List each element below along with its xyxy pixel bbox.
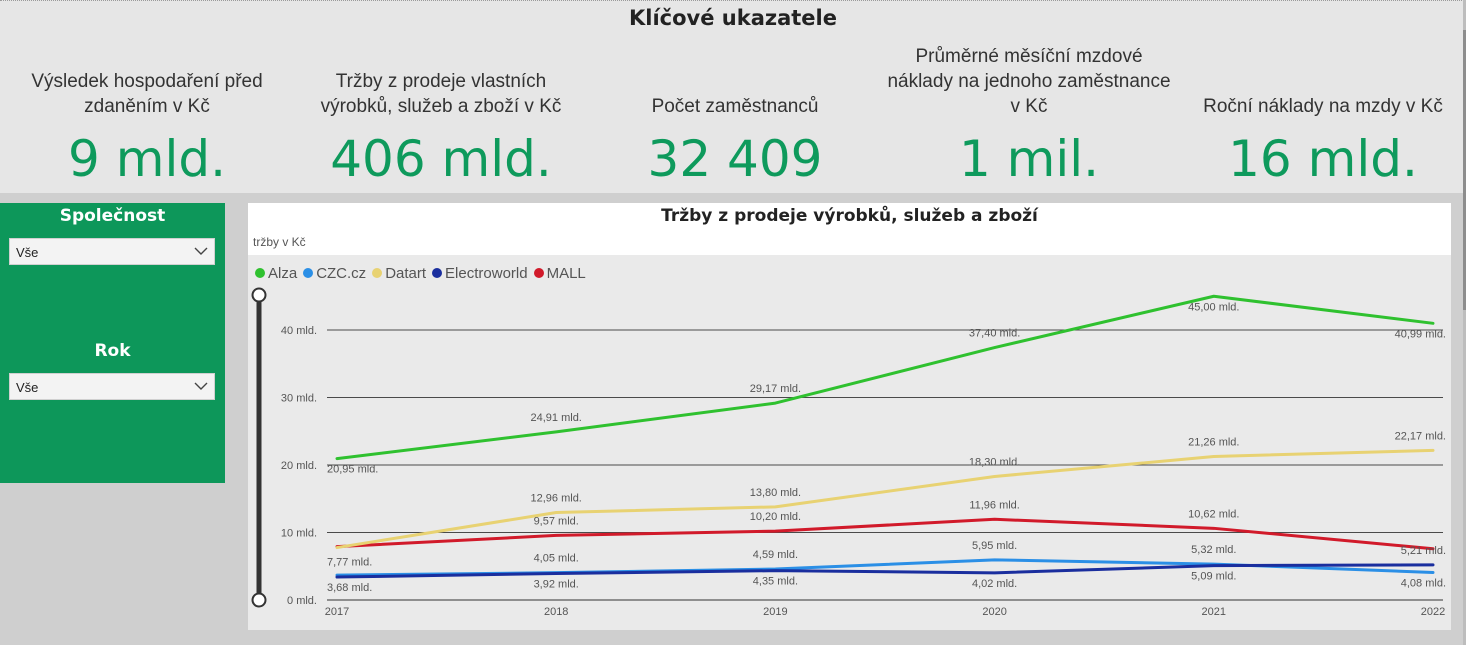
data-label: 4,59 mld. <box>753 549 798 561</box>
data-label: 3,92 mld. <box>534 579 579 591</box>
legend-item[interactable]: CZC.cz <box>303 265 366 282</box>
legend-item[interactable]: Datart <box>372 265 426 282</box>
range-slider-handle <box>251 287 267 303</box>
data-label: 18,30 mld. <box>969 456 1020 468</box>
revenue-line-chart: Tržby z prodeje výrobků, služeb a zboží … <box>248 203 1451 630</box>
kpi-label: Tržby z prodeje vlastních výrobků, služe… <box>320 71 562 117</box>
data-label: 13,80 mld. <box>750 487 801 499</box>
year-dropdown-value: Vše <box>16 380 39 395</box>
company-dropdown-value: Vše <box>16 245 39 260</box>
chart-title: Tržby z prodeje výrobků, služeb a zboží <box>661 206 1038 226</box>
x-tick-label: 2021 <box>1202 606 1226 618</box>
data-label: 21,26 mld. <box>1188 436 1239 448</box>
data-label: 29,17 mld. <box>750 383 801 395</box>
x-tick-label: 2020 <box>982 606 1006 618</box>
kpi-label: Počet zaměstnanců <box>651 96 819 117</box>
data-label: 22,17 mld. <box>1395 430 1446 442</box>
data-label: 7,77 mld. <box>327 557 372 569</box>
y-axis-label: tržby v Kč <box>253 235 306 249</box>
chart-legend: Alza CZC.cz Datart Electroworld MALL <box>255 264 592 282</box>
kpi-value: 1 mil. <box>958 130 1100 188</box>
legend-label: Datart <box>385 264 427 282</box>
y-tick-label: 20 mld. <box>281 460 317 472</box>
kpi-card-wage-costs: Roční náklady na mzdy v Kč 16 mld. <box>1178 39 1466 191</box>
kpi-value: 16 mld. <box>1228 130 1418 188</box>
data-label: 4,08 mld. <box>1401 577 1446 589</box>
chart-plot: 0 mld. 10 mld. 20 mld. 30 mld. 40 mld. 2017 20… <box>251 287 1446 618</box>
data-label: 9,57 mld. <box>534 515 579 527</box>
series-line-electroworld <box>335 563 1435 579</box>
page-title: Klíčové ukazatele <box>629 6 837 30</box>
kpi-card-avg-wage: Průměrné měsíční mzdové náklady na jedno… <box>884 39 1174 191</box>
kpi-card-profit: Výsledek hospodaření před zdaněním v Kč … <box>2 39 292 191</box>
data-label: 40,99 mld. <box>1395 328 1446 340</box>
kpi-label: Roční náklady na mzdy v Kč <box>1203 96 1443 117</box>
chevron-down-icon <box>194 247 208 255</box>
y-tick-label: 40 mld. <box>281 325 317 337</box>
slicer-title-company: Společnost <box>59 206 166 226</box>
y-tick-label: 0 mld. <box>287 595 317 607</box>
legend-swatch <box>432 268 443 278</box>
window-edge <box>1463 0 1466 645</box>
data-label: 11,96 mld. <box>969 499 1020 511</box>
data-label: 12,96 mld. <box>531 493 582 505</box>
kpi-value: 9 mld. <box>68 130 226 188</box>
y-tick-label: 30 mld. <box>281 393 317 405</box>
kpi-value: 32 409 <box>647 130 823 188</box>
data-label: 4,02 mld. <box>972 578 1017 590</box>
legend-swatch <box>303 268 314 278</box>
data-label: 45,00 mld. <box>1188 301 1239 313</box>
chevron-down-icon <box>194 382 208 390</box>
legend-swatch <box>533 268 544 278</box>
kpi-band: Klíčové ukazatele Výsledek hospodaření p… <box>0 0 1466 193</box>
x-tick-label: 2019 <box>763 606 787 618</box>
data-label: 10,62 mld. <box>1188 508 1239 520</box>
y-tick-label: 10 mld. <box>281 528 317 540</box>
kpi-value: 406 mld. <box>330 130 552 188</box>
slicer-title-year: Rok <box>94 341 131 361</box>
data-label: 5,09 mld. <box>1191 571 1236 583</box>
x-tick-label: 2017 <box>325 606 349 618</box>
year-dropdown[interactable]: Vše <box>9 373 215 400</box>
series-line-alza <box>335 294 1435 461</box>
data-label: 10,20 mld. <box>750 511 801 523</box>
data-label: 5,32 mld. <box>1191 544 1236 556</box>
range-slider-handle <box>251 592 267 608</box>
legend-label: Electroworld <box>445 264 528 282</box>
data-label: 3,68 mld. <box>327 582 372 594</box>
data-label: 5,21 mld. <box>1401 545 1446 557</box>
company-dropdown[interactable]: Vše <box>9 238 215 265</box>
series-line-mall <box>335 517 1435 551</box>
data-label: 4,05 mld. <box>534 553 579 565</box>
data-label: 24,91 mld. <box>531 412 582 424</box>
x-tick-label: 2018 <box>544 606 568 618</box>
vertical-scrollbar[interactable] <box>1463 30 1466 310</box>
kpi-label: Průměrné měsíční mzdové náklady na jedno… <box>887 46 1171 117</box>
filter-panel: Společnost Vše Rok Vše <box>0 203 225 483</box>
legend-swatch <box>372 268 383 278</box>
data-label: 5,95 mld. <box>972 540 1017 552</box>
legend-item[interactable]: Alza <box>255 265 297 282</box>
legend-swatch <box>255 268 265 278</box>
kpi-card-revenue: Tržby z prodeje vlastních výrobků, služe… <box>296 39 586 191</box>
data-label: 37,40 mld. <box>969 328 1020 340</box>
legend-label: CZC.cz <box>316 264 367 282</box>
series-line-datart <box>335 448 1435 550</box>
data-label: 4,35 mld. <box>753 576 798 588</box>
legend-item[interactable]: MALL <box>533 264 586 282</box>
legend-label: MALL <box>546 264 586 282</box>
x-tick-label: 2022 <box>1421 606 1445 618</box>
chart-header <box>248 203 1451 255</box>
legend-label: Alza <box>268 264 298 282</box>
kpi-card-employees: Počet zaměstnanců 32 409 <box>590 39 880 191</box>
data-label: 20,95 mld. <box>327 464 378 476</box>
legend-item[interactable]: Electroworld <box>432 265 528 282</box>
kpi-label: Výsledek hospodaření před zdaněním v Kč <box>31 71 263 117</box>
